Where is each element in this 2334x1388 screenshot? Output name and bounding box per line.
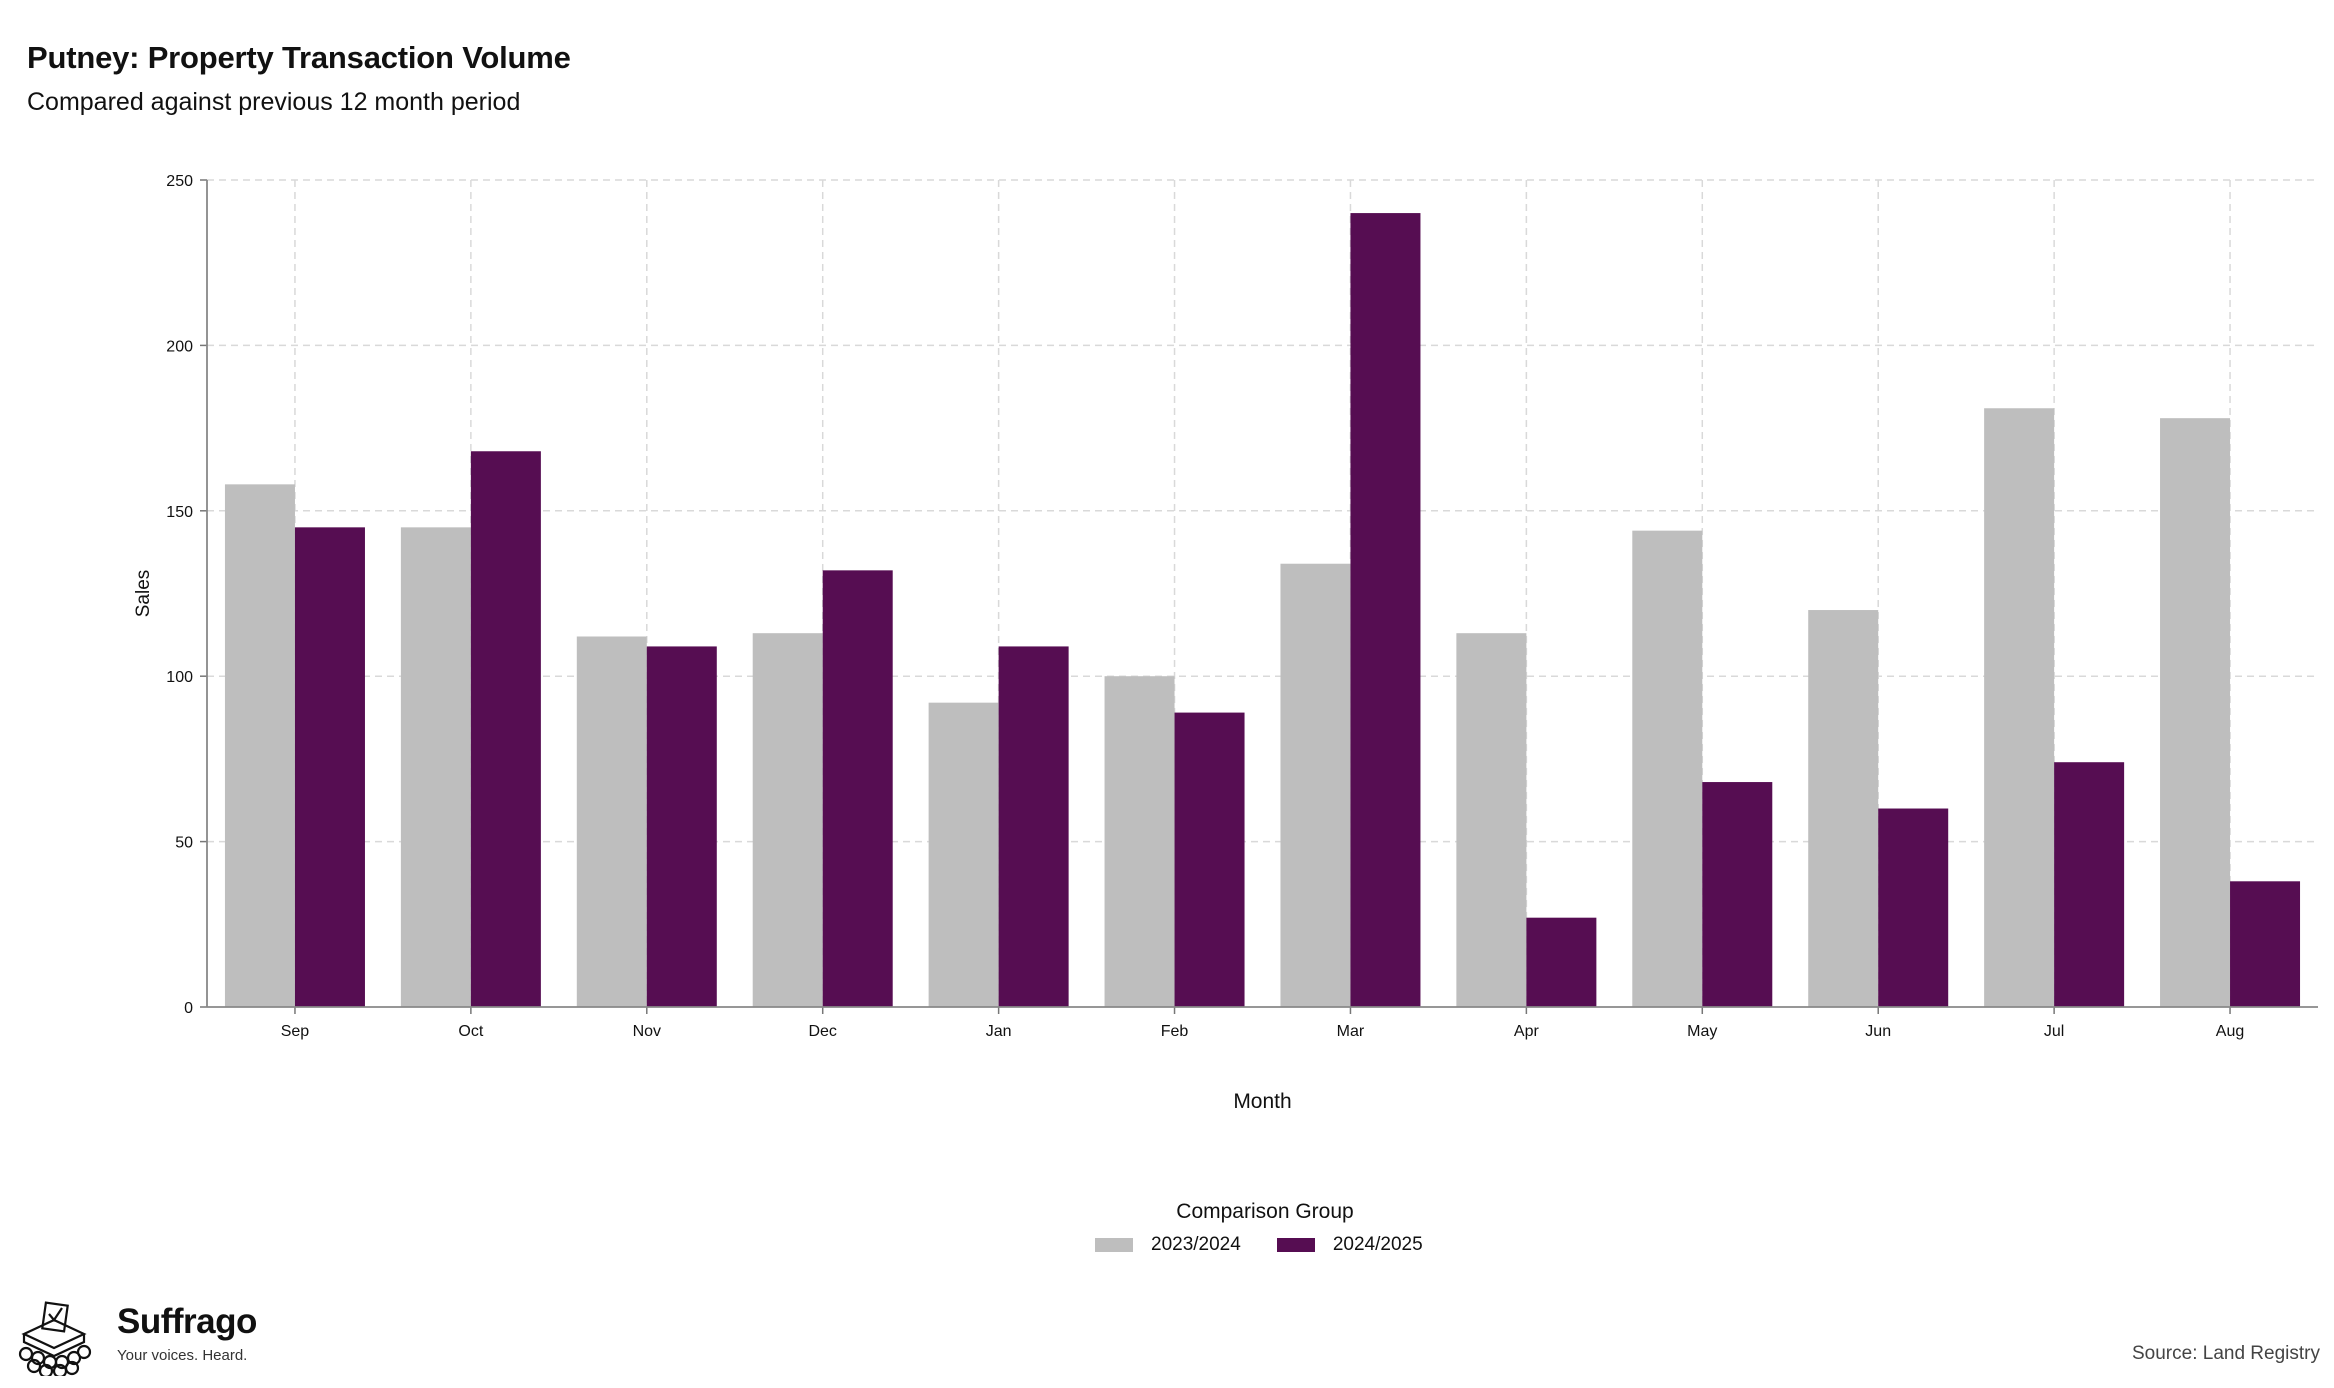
chart-subtitle: Compared against previous 12 month perio… [27,88,521,116]
bar-2023-2024-nov [576,636,647,1007]
x-tick-label: Aug [2216,1023,2244,1040]
bar-2024-2025-dec [822,570,893,1007]
y-tick-label: 150 [166,504,193,521]
bar-2024-2025-nov [646,646,717,1007]
x-tick-label: Sep [281,1023,310,1040]
chart-title: Putney: Property Transaction Volume [27,40,571,75]
y-tick-label: 250 [166,173,193,190]
bar-2023-2024-dec [752,633,823,1007]
bar-2023-2024-apr [1456,633,1527,1007]
bar-2023-2024-oct [400,527,471,1007]
x-tick-label: Apr [1514,1023,1540,1040]
bar-2023-2024-jul [1984,408,2055,1007]
bar-2024-2025-oct [470,451,541,1008]
y-axis-title: Sales [133,570,154,618]
x-tick-label: Feb [1161,1023,1189,1040]
x-tick-label: Oct [458,1023,483,1040]
legend-label-2024-2025: 2024/2025 [1332,1234,1423,1255]
bar-2023-2024-may [1632,530,1703,1007]
y-tick-label: 200 [166,338,193,355]
legend-title: Comparison Group [1176,1200,1354,1223]
source-note: Source: Land Registry [2132,1343,2320,1364]
brand-logo: Suffrago Your voices. Heard. [14,1296,257,1376]
bar-2023-2024-sep [224,484,295,1007]
bar-2024-2025-jan [998,646,1069,1007]
y-tick-label: 100 [166,669,193,686]
bar-2024-2025-may [1702,782,1773,1007]
bar-2023-2024-aug [2160,418,2231,1007]
y-tick-label: 50 [175,835,193,852]
x-tick-label: Jul [2044,1023,2064,1040]
legend-item-2024-2025: 2024/2025 [1276,1234,1423,1256]
bar-2024-2025-apr [1526,917,1597,1007]
legend-swatch-2024-2025 [1276,1238,1315,1252]
x-tick-label: Mar [1337,1023,1365,1040]
legend-label-2023-2024: 2023/2024 [1151,1234,1241,1255]
x-tick-label: Dec [808,1023,836,1040]
bar-2024-2025-feb [1174,712,1245,1007]
bar-2023-2024-mar [1280,563,1351,1007]
x-tick-label: May [1687,1023,1717,1040]
x-axis-title: Month [1233,1090,1291,1113]
bar-2023-2024-feb [1104,676,1175,1007]
brand-tagline: Your voices. Heard. [117,1347,248,1364]
ballot-box-icon [18,1301,92,1376]
x-tick-label: Nov [633,1023,661,1040]
y-tick-label: 0 [184,1000,193,1017]
bar-2024-2025-jun [1878,808,1949,1007]
bar-2024-2025-mar [1350,213,1421,1007]
bar-2024-2025-aug [2230,881,2301,1007]
brand-name: Suffrago [117,1302,257,1341]
bar-2023-2024-jun [1808,610,1879,1007]
bar-2023-2024-jan [928,702,999,1007]
legend-swatch-2023-2024 [1095,1238,1133,1252]
bar-2024-2025-jul [2054,762,2125,1007]
legend-item-2023-2024: 2023/2024 [1095,1234,1241,1256]
x-tick-label: Jun [1865,1023,1891,1040]
legend: 2023/2024 2024/2025 [1095,1234,1459,1256]
bar-2024-2025-sep [294,527,365,1007]
x-tick-label: Jan [986,1023,1012,1040]
